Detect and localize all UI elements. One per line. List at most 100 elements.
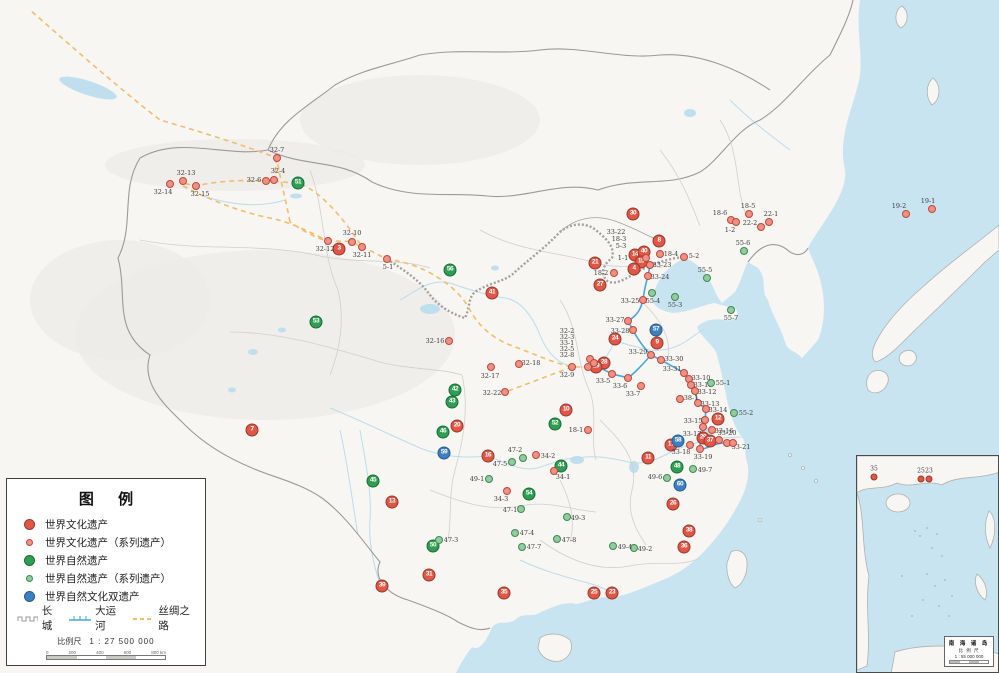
heritage-marker-32-18[interactable] xyxy=(515,360,523,368)
heritage-marker-32-6[interactable] xyxy=(262,177,270,185)
heritage-marker-57[interactable]: 57 xyxy=(649,323,663,337)
heritage-marker-49-7[interactable] xyxy=(689,465,697,473)
heritage-marker-47-4[interactable] xyxy=(511,529,519,537)
heritage-marker-33-6[interactable] xyxy=(624,374,632,382)
heritage-marker-47-5[interactable] xyxy=(508,458,516,466)
heritage-marker-19-1[interactable] xyxy=(928,205,936,213)
heritage-marker-31[interactable]: 31 xyxy=(422,568,436,582)
heritage-marker-32-14[interactable] xyxy=(166,180,174,188)
heritage-marker-27[interactable]: 27 xyxy=(593,278,607,292)
heritage-marker-55-4[interactable] xyxy=(648,289,656,297)
heritage-marker-33-27[interactable] xyxy=(624,317,632,325)
heritage-marker-22-2[interactable] xyxy=(757,223,765,231)
heritage-marker-49-2[interactable] xyxy=(630,544,638,552)
heritage-marker-39[interactable]: 39 xyxy=(375,579,389,593)
heritage-marker-45[interactable]: 45 xyxy=(366,474,380,488)
heritage-marker-33-18[interactable] xyxy=(686,441,694,449)
heritage-marker-10[interactable]: 10 xyxy=(559,403,573,417)
heritage-marker-32-9[interactable] xyxy=(568,363,576,371)
heritage-marker-41[interactable]: 41 xyxy=(485,286,499,300)
heritage-marker-16[interactable]: 16 xyxy=(481,449,495,463)
heritage-marker-23[interactable]: 23 xyxy=(605,586,619,600)
heritage-marker-5-1[interactable] xyxy=(383,255,391,263)
heritage-marker-47-3[interactable] xyxy=(435,536,443,544)
heritage-marker-48[interactable]: 48 xyxy=(670,460,684,474)
heritage-marker-36[interactable]: 36 xyxy=(677,540,691,554)
inset-heritage-marker-23[interactable] xyxy=(925,475,933,483)
heritage-marker-26[interactable]: 26 xyxy=(666,497,680,511)
heritage-marker-52[interactable]: 52 xyxy=(548,417,562,431)
heritage-marker-47-7[interactable] xyxy=(518,543,526,551)
heritage-marker-11[interactable]: 11 xyxy=(641,451,655,465)
heritage-marker-unlabeled[interactable] xyxy=(584,363,592,371)
heritage-marker-32-16[interactable] xyxy=(445,337,453,345)
heritage-marker-43[interactable]: 43 xyxy=(445,395,459,409)
heritage-marker-8[interactable]: 8 xyxy=(652,234,666,248)
heritage-marker-33-5[interactable] xyxy=(608,370,616,378)
heritage-marker-9[interactable]: 9 xyxy=(650,336,664,350)
heritage-marker-32-11[interactable] xyxy=(358,243,366,251)
heritage-marker-32-13[interactable] xyxy=(179,177,187,185)
heritage-marker-49-1[interactable] xyxy=(485,475,493,483)
heritage-marker-7[interactable]: 7 xyxy=(245,423,259,437)
heritage-marker-33-25[interactable] xyxy=(639,296,647,304)
heritage-marker-33-13[interactable] xyxy=(694,399,702,407)
heritage-marker-33-17[interactable] xyxy=(699,423,707,431)
heritage-marker-21[interactable]: 21 xyxy=(588,256,602,270)
heritage-marker-53[interactable]: 53 xyxy=(309,315,323,329)
heritage-marker-33-30[interactable] xyxy=(657,356,665,364)
heritage-marker-55-1[interactable] xyxy=(707,379,715,387)
heritage-marker-47-1[interactable] xyxy=(517,505,525,513)
heritage-marker-49-3[interactable] xyxy=(563,513,571,521)
heritage-marker-59[interactable]: 59 xyxy=(437,446,451,460)
heritage-marker-49-4[interactable] xyxy=(609,542,617,550)
heritage-marker-33-23[interactable] xyxy=(646,261,654,269)
heritage-marker-18-4[interactable] xyxy=(656,250,664,258)
heritage-marker-33-7[interactable] xyxy=(637,382,645,390)
heritage-marker-33-29[interactable] xyxy=(647,351,655,359)
heritage-marker-34-3[interactable] xyxy=(503,487,511,495)
heritage-marker-38-1[interactable] xyxy=(676,395,684,403)
heritage-marker-54[interactable]: 54 xyxy=(522,487,536,501)
heritage-marker-3[interactable]: 3 xyxy=(332,242,346,256)
heritage-marker-51[interactable]: 51 xyxy=(291,176,305,190)
heritage-marker-4[interactable]: 4 xyxy=(627,262,641,276)
heritage-marker-49-6[interactable] xyxy=(663,474,671,482)
heritage-marker-55-5[interactable] xyxy=(703,274,711,282)
heritage-marker-18-5[interactable] xyxy=(745,210,753,218)
heritage-marker-55-3[interactable] xyxy=(671,293,679,301)
heritage-marker-20[interactable]: 20 xyxy=(450,419,464,433)
heritage-marker-33-19[interactable] xyxy=(696,445,704,453)
heritage-marker-32-10[interactable] xyxy=(348,238,356,246)
heritage-marker-19-2[interactable] xyxy=(902,210,910,218)
heritage-marker-58[interactable]: 58 xyxy=(671,434,685,448)
inset-heritage-marker-35[interactable] xyxy=(870,473,878,481)
heritage-marker-47-2[interactable] xyxy=(519,454,527,462)
heritage-marker-56[interactable]: 56 xyxy=(443,263,457,277)
heritage-marker-25[interactable]: 25 xyxy=(587,586,601,600)
heritage-marker-33-14[interactable] xyxy=(702,405,710,413)
heritage-marker-33-31[interactable] xyxy=(680,369,688,377)
inset-heritage-marker-25[interactable] xyxy=(917,475,925,483)
heritage-marker-32-12[interactable] xyxy=(324,237,332,245)
heritage-marker-38[interactable]: 38 xyxy=(682,524,696,538)
heritage-marker-13[interactable]: 13 xyxy=(385,495,399,509)
heritage-marker-24[interactable]: 24 xyxy=(608,332,622,346)
heritage-marker-32-7[interactable] xyxy=(273,154,281,162)
heritage-marker-1-2[interactable] xyxy=(732,218,740,226)
heritage-marker-5-2[interactable] xyxy=(680,253,688,261)
heritage-marker-55-6[interactable] xyxy=(740,247,748,255)
heritage-marker-unlabeled[interactable] xyxy=(729,439,737,447)
heritage-marker-47-8[interactable] xyxy=(553,535,561,543)
heritage-marker-46[interactable]: 46 xyxy=(436,425,450,439)
heritage-marker-33-16[interactable] xyxy=(708,426,716,434)
heritage-marker-60[interactable]: 60 xyxy=(673,478,687,492)
heritage-marker-18-1[interactable] xyxy=(584,426,592,434)
heritage-marker-32-17[interactable] xyxy=(487,363,495,371)
heritage-marker-55-7[interactable] xyxy=(727,306,735,314)
heritage-marker-33-20[interactable] xyxy=(715,436,723,444)
heritage-marker-32-15[interactable] xyxy=(192,182,200,190)
heritage-marker-33-12[interactable] xyxy=(691,387,699,395)
heritage-marker-22-1[interactable] xyxy=(765,218,773,226)
heritage-marker-55-2[interactable] xyxy=(730,409,738,417)
